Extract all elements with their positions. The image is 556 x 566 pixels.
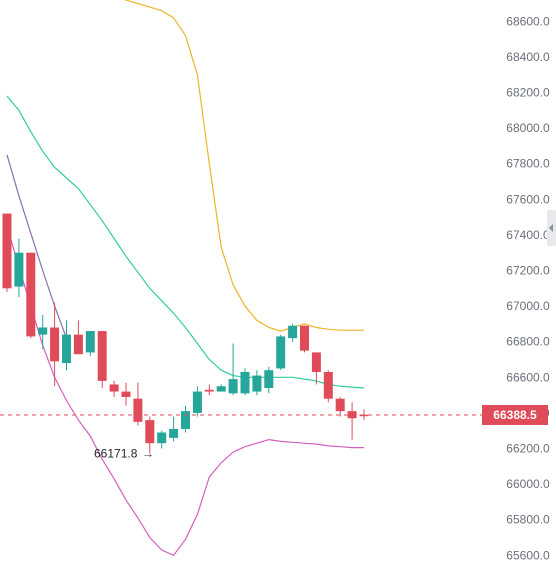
price-tick-label: 65600.0 — [506, 548, 550, 562]
candle — [192, 386, 202, 417]
current-price-label: 66388.5 — [493, 408, 537, 422]
candle-body — [181, 411, 190, 429]
candle — [264, 366, 274, 394]
candle-body — [97, 331, 107, 381]
candle-body — [133, 398, 143, 422]
candle-body — [85, 331, 95, 353]
candle-body — [228, 379, 238, 394]
min-arrow-icon: → — [142, 447, 154, 461]
candle-body — [121, 391, 131, 397]
candle — [62, 320, 71, 371]
candle-body — [300, 325, 309, 351]
candle — [2, 213, 12, 292]
candle-body — [26, 252, 36, 337]
price-tick-label: 68600.0 — [506, 14, 550, 28]
candle — [73, 320, 83, 355]
candle — [38, 315, 48, 349]
price-axis — [482, 0, 556, 566]
candle — [85, 331, 95, 356]
candle-body — [14, 252, 24, 287]
price-tick-label: 66000.0 — [506, 477, 550, 491]
current-price-tag: 66388.5 — [482, 405, 548, 425]
price-tick-label: 67800.0 — [506, 157, 550, 171]
moving-average-line — [6, 154, 68, 339]
candle-body — [216, 386, 226, 392]
candle — [300, 325, 309, 353]
candle — [335, 396, 345, 417]
candle-body — [311, 352, 321, 372]
candle-body — [157, 432, 167, 444]
candle-body — [276, 336, 286, 369]
candle-body — [204, 389, 214, 392]
candle-body — [252, 375, 262, 392]
axis-resize-handle[interactable] — [547, 210, 556, 246]
candle — [121, 382, 131, 406]
candle — [145, 416, 155, 454]
price-tick-label: 67200.0 — [506, 264, 550, 278]
candle-body — [192, 391, 202, 413]
candles — [2, 213, 369, 454]
candle-body — [50, 327, 60, 362]
candle — [181, 405, 190, 433]
min-price-label: 66171.8 — [94, 447, 138, 461]
candle — [216, 384, 226, 392]
lower-band-line — [6, 225, 364, 557]
price-tick-label: 66600.0 — [506, 370, 550, 384]
candle-body — [288, 325, 298, 339]
candle — [26, 252, 36, 339]
candle — [252, 370, 262, 396]
candle-body — [335, 398, 345, 412]
candle-body — [62, 334, 71, 364]
candle — [311, 352, 321, 385]
price-tick-label: 66800.0 — [506, 335, 550, 349]
candle — [288, 323, 298, 342]
price-tick-label: 66200.0 — [506, 442, 550, 456]
price-tick-label: 68200.0 — [506, 86, 550, 100]
price-tick-label: 65800.0 — [506, 513, 550, 527]
candle — [157, 430, 167, 449]
price-tick-label: 67400.0 — [506, 228, 550, 242]
min-marker: 66171.8 → — [94, 447, 154, 461]
candle-body — [264, 370, 274, 389]
bollinger-bands — [6, 0, 365, 557]
candle — [109, 380, 119, 397]
candle-body — [109, 384, 119, 392]
candle-body — [73, 334, 83, 355]
candle-body — [145, 420, 155, 444]
candle — [14, 238, 24, 298]
price-tick-label: 68000.0 — [506, 121, 550, 135]
candle — [228, 343, 238, 396]
current-price-tag-background — [482, 405, 548, 425]
price-axis-background — [482, 0, 556, 566]
candle — [204, 384, 214, 396]
candle-body — [38, 327, 48, 335]
middle-band-line — [6, 95, 365, 389]
candle-body — [240, 371, 250, 394]
price-tick-label: 67000.0 — [506, 299, 550, 313]
candle — [97, 331, 107, 389]
candle — [169, 416, 179, 442]
price-tick-label: 68400.0 — [506, 50, 550, 64]
candle — [50, 302, 60, 387]
candle-body — [169, 428, 179, 438]
price-tick-label: 67600.0 — [506, 192, 550, 206]
upper-band-line — [123, 0, 364, 332]
candle-body — [323, 371, 333, 399]
candle — [133, 382, 143, 426]
chevron-left-icon — [549, 224, 553, 232]
candle-body — [2, 213, 12, 289]
candle — [276, 334, 286, 371]
candle — [240, 368, 250, 396]
candle — [323, 370, 333, 403]
